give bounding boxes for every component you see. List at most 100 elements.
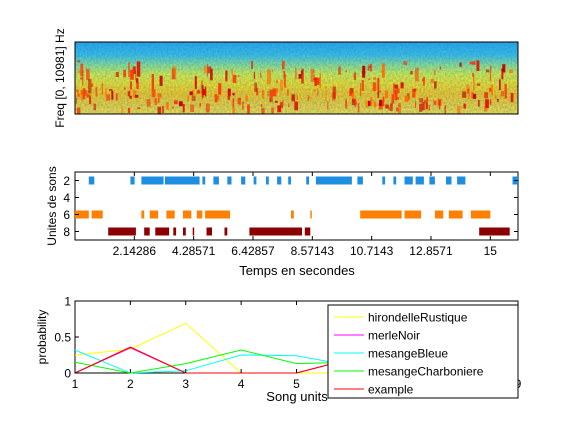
unit-segment [249,227,302,236]
spectrogram-energy-mark [159,75,163,86]
spectrogram-energy-mark [489,99,492,105]
spectrogram-energy-mark [316,77,320,85]
spectrogram-energy-mark [80,63,84,77]
spectrogram-energy-mark [151,74,155,90]
spectrogram-energy-mark [217,95,220,101]
spectrogram-energy-mark [301,68,304,84]
spectrogram-energy-mark [82,70,84,86]
spectrogram-energy-mark [414,67,419,82]
spectrogram-energy-mark [392,83,396,95]
spectrogram-energy-mark [462,91,467,98]
spectrogram-energy-mark [283,74,287,88]
spectrogram-energy-mark [378,99,383,106]
spectrogram-energy-mark [189,91,193,96]
spectrogram-energy-mark [428,104,430,111]
unit-segment [141,176,164,185]
spectrogram-energy-mark [385,104,389,109]
spectrogram-energy-mark [256,88,259,96]
unit-segment [183,210,192,219]
spectrogram-energy-mark [314,77,317,87]
units-ytick-label: 4 [63,191,70,205]
unit-segment [155,227,170,236]
spectrogram-energy-mark [267,69,271,84]
legend-entry: mesangeCharboniere [368,365,484,379]
unit-segment [306,176,309,185]
unit-segment [429,176,435,185]
spectrogram-energy-mark [489,87,492,92]
spectrogram-energy-mark [288,103,290,108]
spectrogram-energy-mark [77,60,81,63]
spectrogram-energy-mark [504,96,508,99]
unit-segment [213,176,219,185]
legend-entry: merleNoir [368,329,420,343]
spectrogram-energy-mark [349,88,353,97]
unit-segment [304,227,311,236]
spectrogram-energy-mark [476,60,480,72]
spectrogram-energy-mark [472,93,477,99]
unit-segment [479,227,510,236]
spectrogram-energy-mark [307,95,310,102]
spectrogram-energy-mark [472,61,476,65]
spectrogram-energy-mark [419,88,421,91]
unit-segment [457,176,466,185]
spectrogram-energy-mark [494,95,497,99]
spectrogram-energy-mark [501,71,504,80]
spectrogram-energy-mark [388,106,391,111]
spectrogram-energy-mark [368,78,371,81]
spectrogram-energy-mark [491,84,493,96]
spectrogram-energy-mark [397,105,402,114]
spectrogram-energy-mark [351,92,355,102]
spectrogram-energy-mark [430,78,435,83]
spectrogram-energy-mark [76,91,79,96]
spectrogram-energy-mark [269,99,271,103]
spectrogram-energy-mark [434,69,436,76]
spectrogram-energy-mark [439,66,442,70]
spectrogram-energy-mark [382,96,385,107]
units-yticks: 2 4 6 8 [63,174,518,239]
spectrogram-energy-mark [367,65,369,71]
spectrogram-energy-mark [369,66,371,69]
units-xtick-label: 8.57143 [291,244,335,258]
spectrogram-energy-mark [115,93,118,101]
spectrogram-energy-mark [314,89,316,92]
spectrogram-energy-mark [153,98,156,103]
spectrogram-energy-mark [171,106,174,109]
spectrogram-energy-mark [115,71,119,78]
spectrogram-energy-mark [367,100,371,106]
spectrogram-energy-mark [510,92,514,103]
spectrogram-energy-mark [166,102,169,110]
spectrogram-energy-mark [502,64,506,73]
spectrogram-energy-mark [82,88,86,100]
unit-segment [196,210,203,219]
spectrogram-energy-mark [136,61,141,77]
spectrogram-energy-mark [468,90,470,100]
spectrogram-energy-mark [473,75,475,91]
spectrogram-energy-mark [80,89,84,95]
spectrogram-energy-mark [357,103,360,113]
spectrogram-energy-mark [338,66,342,75]
spectrogram-energy-mark [101,83,104,95]
units-ylabel: Unites de sons [45,166,59,245]
spectrogram-energy-mark [231,69,233,76]
spectrogram-energy-mark [421,102,425,111]
spectrogram-energy-mark [317,88,319,96]
unit-segment [206,227,212,236]
spectrogram-energy-mark [108,89,113,91]
legend-entry: mesangeBleue [368,347,448,361]
unit-segment [192,227,195,236]
spectrogram-energy-mark [394,84,399,89]
spectrogram-energy-mark [232,98,235,108]
spectrogram-energy-mark [146,99,151,107]
spectrogram-energy-mark [105,88,107,98]
spectrogram-energy-mark [277,105,282,113]
units-segments [75,176,518,236]
spectrogram-energy-mark [319,72,321,89]
spectrogram-energy-mark [205,103,210,113]
spectrogram-energy-mark [381,63,385,78]
spectrogram-energy-mark [459,62,462,67]
spectrogram-energy-mark [365,100,370,108]
spectrogram-energy-mark [283,70,286,78]
spectrogram-energy-mark [196,90,201,94]
spectrogram-energy-mark [95,86,98,97]
spectrogram-energy-mark [121,106,123,114]
